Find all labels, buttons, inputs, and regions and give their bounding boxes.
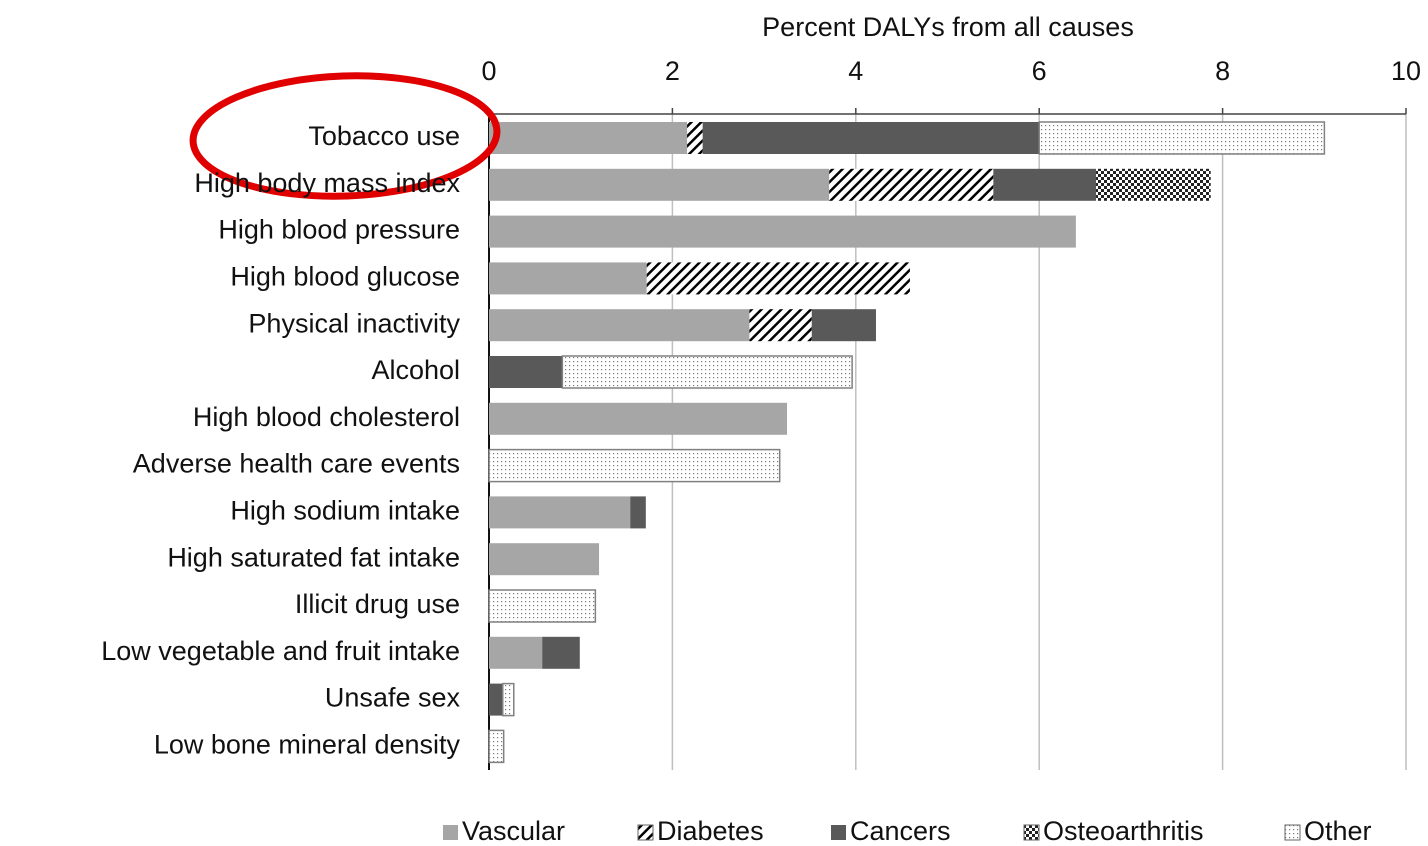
bar-segment	[1038, 121, 1326, 155]
x-tick-label: 0	[481, 56, 496, 86]
category-label: Physical inactivity	[248, 308, 460, 338]
legend-swatch	[1023, 824, 1040, 841]
category-label: High blood cholesterol	[193, 402, 460, 432]
category-label: High blood glucose	[230, 262, 460, 292]
category-label: Low vegetable and fruit intake	[101, 636, 460, 666]
axis-title: Percent DALYs from all causes	[762, 12, 1134, 42]
legend-label: Vascular	[462, 816, 565, 846]
bar-segment	[489, 122, 688, 154]
category-label: High saturated fat intake	[167, 542, 460, 572]
bar-segment	[489, 683, 503, 716]
bar-segment	[1096, 168, 1211, 201]
bar-segment	[811, 309, 876, 342]
x-tick-label: 6	[1032, 56, 1047, 86]
legend-swatch	[637, 824, 654, 841]
bar-segment	[488, 729, 505, 764]
legend-label: Other	[1304, 816, 1372, 846]
bar-segment	[993, 168, 1097, 201]
category-label: Adverse health care events	[133, 449, 460, 479]
category-label: High body mass index	[194, 168, 460, 198]
category-label: High blood pressure	[218, 215, 460, 245]
legend-swatch	[1284, 824, 1301, 841]
legend-label: Cancers	[850, 816, 951, 846]
legend-label: Osteoarthritis	[1043, 816, 1204, 846]
bar-segment	[489, 262, 647, 295]
bar-segment	[489, 309, 750, 342]
bar-segment	[488, 589, 597, 623]
x-tick-label: 8	[1215, 56, 1230, 86]
bar-segment	[561, 355, 853, 389]
category-label: Illicit drug use	[295, 589, 460, 619]
bar-segment	[489, 496, 631, 529]
bar-segment	[489, 215, 1076, 248]
legend-label: Diabetes	[657, 816, 764, 846]
category-label: Tobacco use	[308, 121, 460, 151]
x-tick-label: 2	[665, 56, 680, 86]
bar-segment	[489, 402, 788, 435]
category-label: Unsafe sex	[325, 683, 461, 713]
category-label: Alcohol	[371, 355, 460, 385]
bar-segment	[702, 122, 1040, 154]
bar-segment	[829, 168, 994, 201]
bar-segment	[489, 168, 830, 201]
legend-swatch	[443, 825, 458, 840]
bar-segment	[542, 636, 580, 669]
category-label: Low bone mineral density	[154, 730, 461, 760]
legend-swatch	[831, 825, 846, 840]
bar-segment	[687, 122, 703, 154]
bar-segment	[646, 262, 910, 295]
highlight-ellipse	[189, 72, 501, 200]
bar-segment	[488, 448, 781, 483]
x-tick-label: 4	[848, 56, 863, 86]
x-tick-label: 10	[1391, 56, 1421, 86]
category-label: High sodium intake	[230, 496, 460, 526]
bar-segment	[502, 682, 515, 717]
bar-segment	[630, 496, 646, 529]
bar-segment	[489, 543, 600, 576]
bar-segment	[489, 636, 543, 669]
bar-segment	[489, 356, 563, 388]
bar-segment	[749, 309, 812, 342]
